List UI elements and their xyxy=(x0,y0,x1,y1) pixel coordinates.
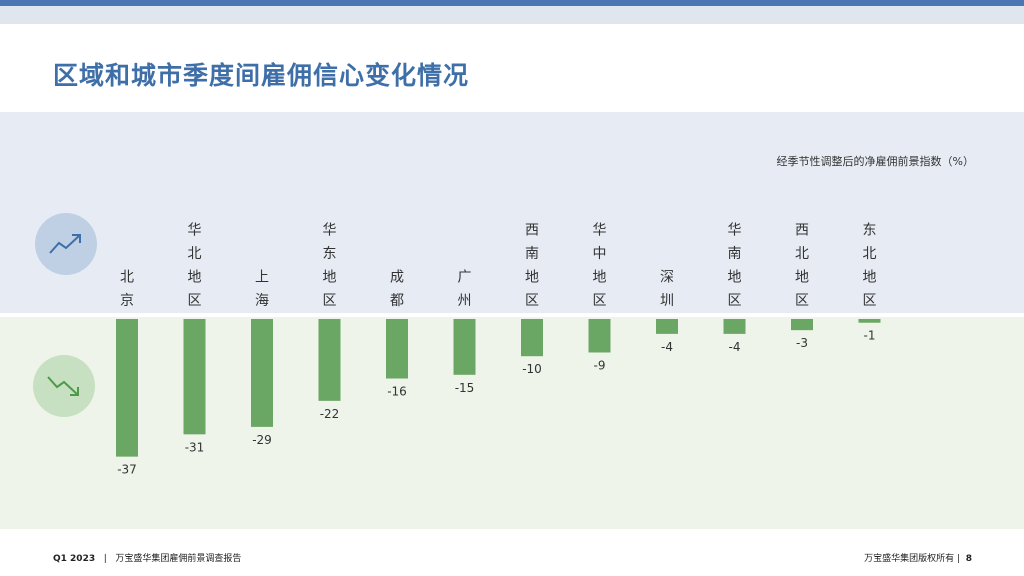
category-label-6: 西南地区 xyxy=(525,223,539,310)
category-label-2: 上海 xyxy=(255,270,269,310)
bar-11 xyxy=(858,319,881,323)
value-label-9: -4 xyxy=(729,340,741,354)
trend-up-icon xyxy=(49,234,81,254)
bar-4 xyxy=(386,319,408,379)
bar-0 xyxy=(116,319,138,457)
bar-2 xyxy=(251,319,273,427)
positive-band xyxy=(0,112,1024,313)
bar-1 xyxy=(183,319,206,435)
value-label-5: -15 xyxy=(455,381,475,395)
footer-quarter: Q1 2023 xyxy=(53,554,96,564)
bar-10 xyxy=(791,319,813,331)
value-label-3: -22 xyxy=(320,407,340,421)
bar-3 xyxy=(318,319,341,401)
footer-report: 万宝盛华集团雇佣前景调查报告 xyxy=(115,554,242,564)
negative-band xyxy=(0,317,1024,529)
bar-7 xyxy=(588,319,611,353)
value-label-11: -1 xyxy=(864,329,876,343)
category-label-5: 广州 xyxy=(458,270,472,310)
category-label-1: 华北地区 xyxy=(188,223,202,310)
value-label-2: -29 xyxy=(252,433,272,447)
category-label-7: 华中地区 xyxy=(593,223,607,310)
value-label-7: -9 xyxy=(594,358,606,372)
bar-9 xyxy=(723,319,746,334)
footer-separator: | xyxy=(103,554,107,564)
value-label-10: -3 xyxy=(796,336,808,350)
page-number: 8 xyxy=(965,554,972,564)
category-label-11: 东北地区 xyxy=(863,223,877,310)
value-label-4: -16 xyxy=(387,385,407,399)
trend-down-icon xyxy=(47,376,79,396)
category-label-0: 北京 xyxy=(120,270,134,310)
category-label-4: 成都 xyxy=(390,270,404,310)
page-title: 区域和城市季度间雇佣信心变化情况 xyxy=(53,61,470,90)
bar-5 xyxy=(453,319,476,375)
top-accent-bar xyxy=(0,0,1024,6)
footer-right: 万宝盛华集团版权所有 | 8 xyxy=(864,551,972,564)
trend-up-badge xyxy=(35,213,97,275)
footer-copyright: 万宝盛华集团版权所有 | xyxy=(864,554,960,564)
value-label-8: -4 xyxy=(661,340,673,354)
value-label-6: -10 xyxy=(522,362,542,376)
top-secondary-bar xyxy=(0,6,1024,24)
footer-left: Q1 2023 | 万宝盛华集团雇佣前景调查报告 xyxy=(53,551,241,564)
category-label-8: 深圳 xyxy=(660,270,674,310)
category-label-10: 西北地区 xyxy=(795,223,809,310)
value-label-1: -31 xyxy=(185,440,205,454)
trend-down-badge xyxy=(33,355,95,417)
value-label-0: -37 xyxy=(117,463,137,477)
category-label-3: 华东地区 xyxy=(323,223,337,310)
category-label-9: 华南地区 xyxy=(728,223,742,310)
bar-8 xyxy=(656,319,678,334)
chart-ylabel: 经季节性调整后的净雇佣前景指数（%） xyxy=(776,155,974,168)
bar-6 xyxy=(521,319,543,357)
